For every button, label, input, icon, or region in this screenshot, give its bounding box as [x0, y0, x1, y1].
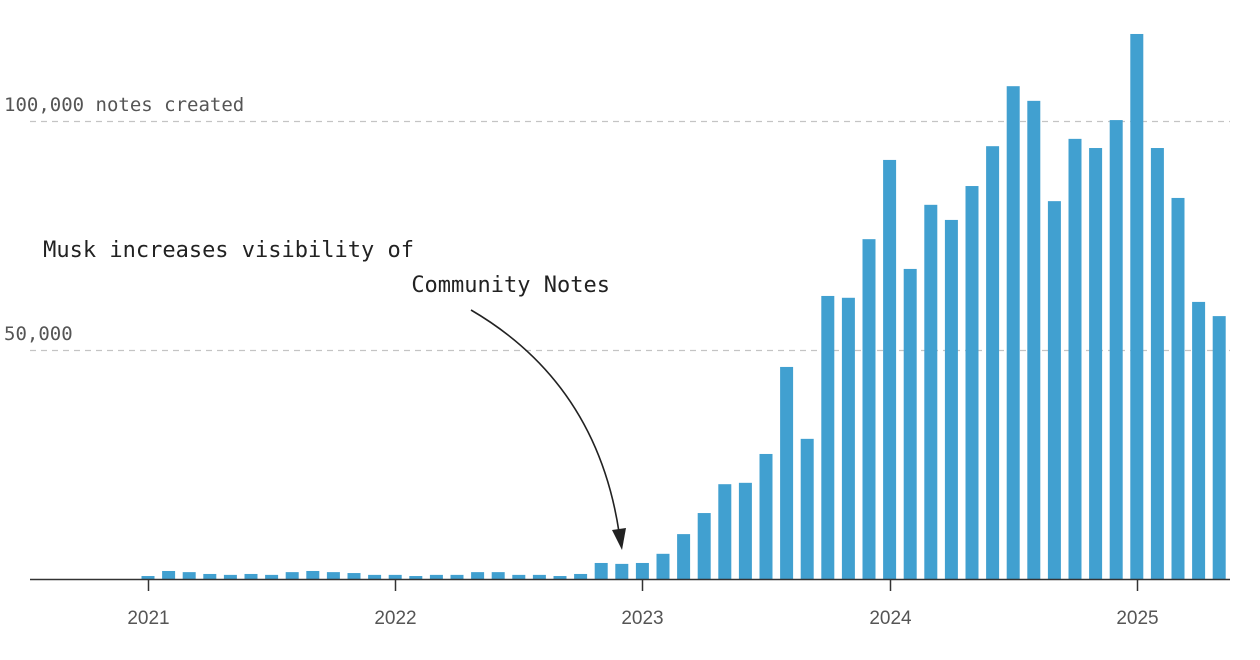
annotation-line-2: Community Notes	[411, 273, 610, 298]
bar-2022-03	[429, 574, 443, 579]
bar-2023-07	[759, 453, 773, 579]
bar-2021-02	[162, 570, 176, 579]
x-tick-label: 2023	[621, 608, 663, 629]
bar-2024-07	[1006, 86, 1020, 579]
bar-2025-02	[1150, 148, 1164, 579]
bar-2022-06	[491, 572, 505, 579]
bar-2021-07	[265, 574, 279, 579]
bar-2024-04	[944, 219, 958, 580]
bar-2024-01	[883, 159, 897, 579]
bar-2022-11	[594, 562, 608, 579]
bar-2021-04	[203, 573, 217, 579]
bar-2024-03	[924, 204, 938, 579]
bar-2023-02	[656, 553, 670, 579]
bar-2025-01	[1130, 33, 1144, 580]
bar-2025-04	[1192, 301, 1206, 579]
x-tick-label: 2022	[374, 608, 416, 629]
x-tick-label: 2025	[1116, 608, 1158, 629]
bar-2024-11	[1089, 148, 1103, 579]
bar-2024-06	[986, 146, 1000, 579]
bar-2023-01	[635, 562, 649, 579]
bar-2024-08	[1027, 100, 1041, 580]
bar-2023-04	[697, 513, 711, 579]
bar-2024-09	[1047, 201, 1061, 579]
bar-2021-10	[326, 572, 340, 579]
gridline-label: 100,000 notes created	[4, 94, 244, 116]
bar-2024-05	[965, 186, 979, 579]
bar-2023-06	[738, 482, 752, 579]
bar-2022-10	[574, 573, 588, 579]
annotation-arrowhead	[612, 528, 626, 550]
bar-2022-07	[512, 574, 526, 579]
bar-2021-05	[223, 574, 237, 579]
bar-2021-12	[368, 574, 382, 579]
bar-2022-04	[450, 574, 464, 579]
bar-2022-02	[409, 576, 423, 579]
gridline-label: 50,000	[4, 323, 73, 345]
bar-2021-06	[244, 573, 258, 579]
bar-2022-01	[388, 574, 402, 579]
bar-2023-05	[718, 484, 732, 579]
bar-2021-03	[182, 572, 196, 579]
bar-2023-12	[862, 239, 876, 579]
bar-2021-11	[347, 573, 361, 579]
bar-2023-09	[800, 438, 814, 579]
x-tick-label: 2024	[869, 608, 912, 629]
bar-2021-01	[141, 576, 155, 579]
bar-2023-08	[780, 366, 794, 579]
bar-2023-03	[677, 534, 691, 579]
x-tick-label: 2021	[127, 608, 169, 629]
annotation: Musk increases visibility of Community N…	[43, 238, 626, 550]
bar-2024-10	[1068, 138, 1082, 579]
bar-2022-05	[471, 572, 485, 579]
bar-2022-09	[553, 576, 567, 579]
annotation-arrow	[470, 309, 620, 533]
bar-2021-08	[285, 572, 299, 579]
bar-2022-08	[532, 574, 546, 579]
bar-2025-05	[1212, 316, 1226, 579]
bar-2022-12	[615, 563, 629, 579]
annotation-line-1: Musk increases visibility of	[43, 238, 414, 263]
bar-2023-10	[821, 295, 835, 579]
bar-2023-11	[841, 297, 855, 579]
bar-2021-09	[306, 570, 320, 579]
bar-2024-12	[1109, 120, 1123, 580]
bar-2024-02	[903, 268, 917, 579]
bar-2025-03	[1171, 197, 1185, 579]
